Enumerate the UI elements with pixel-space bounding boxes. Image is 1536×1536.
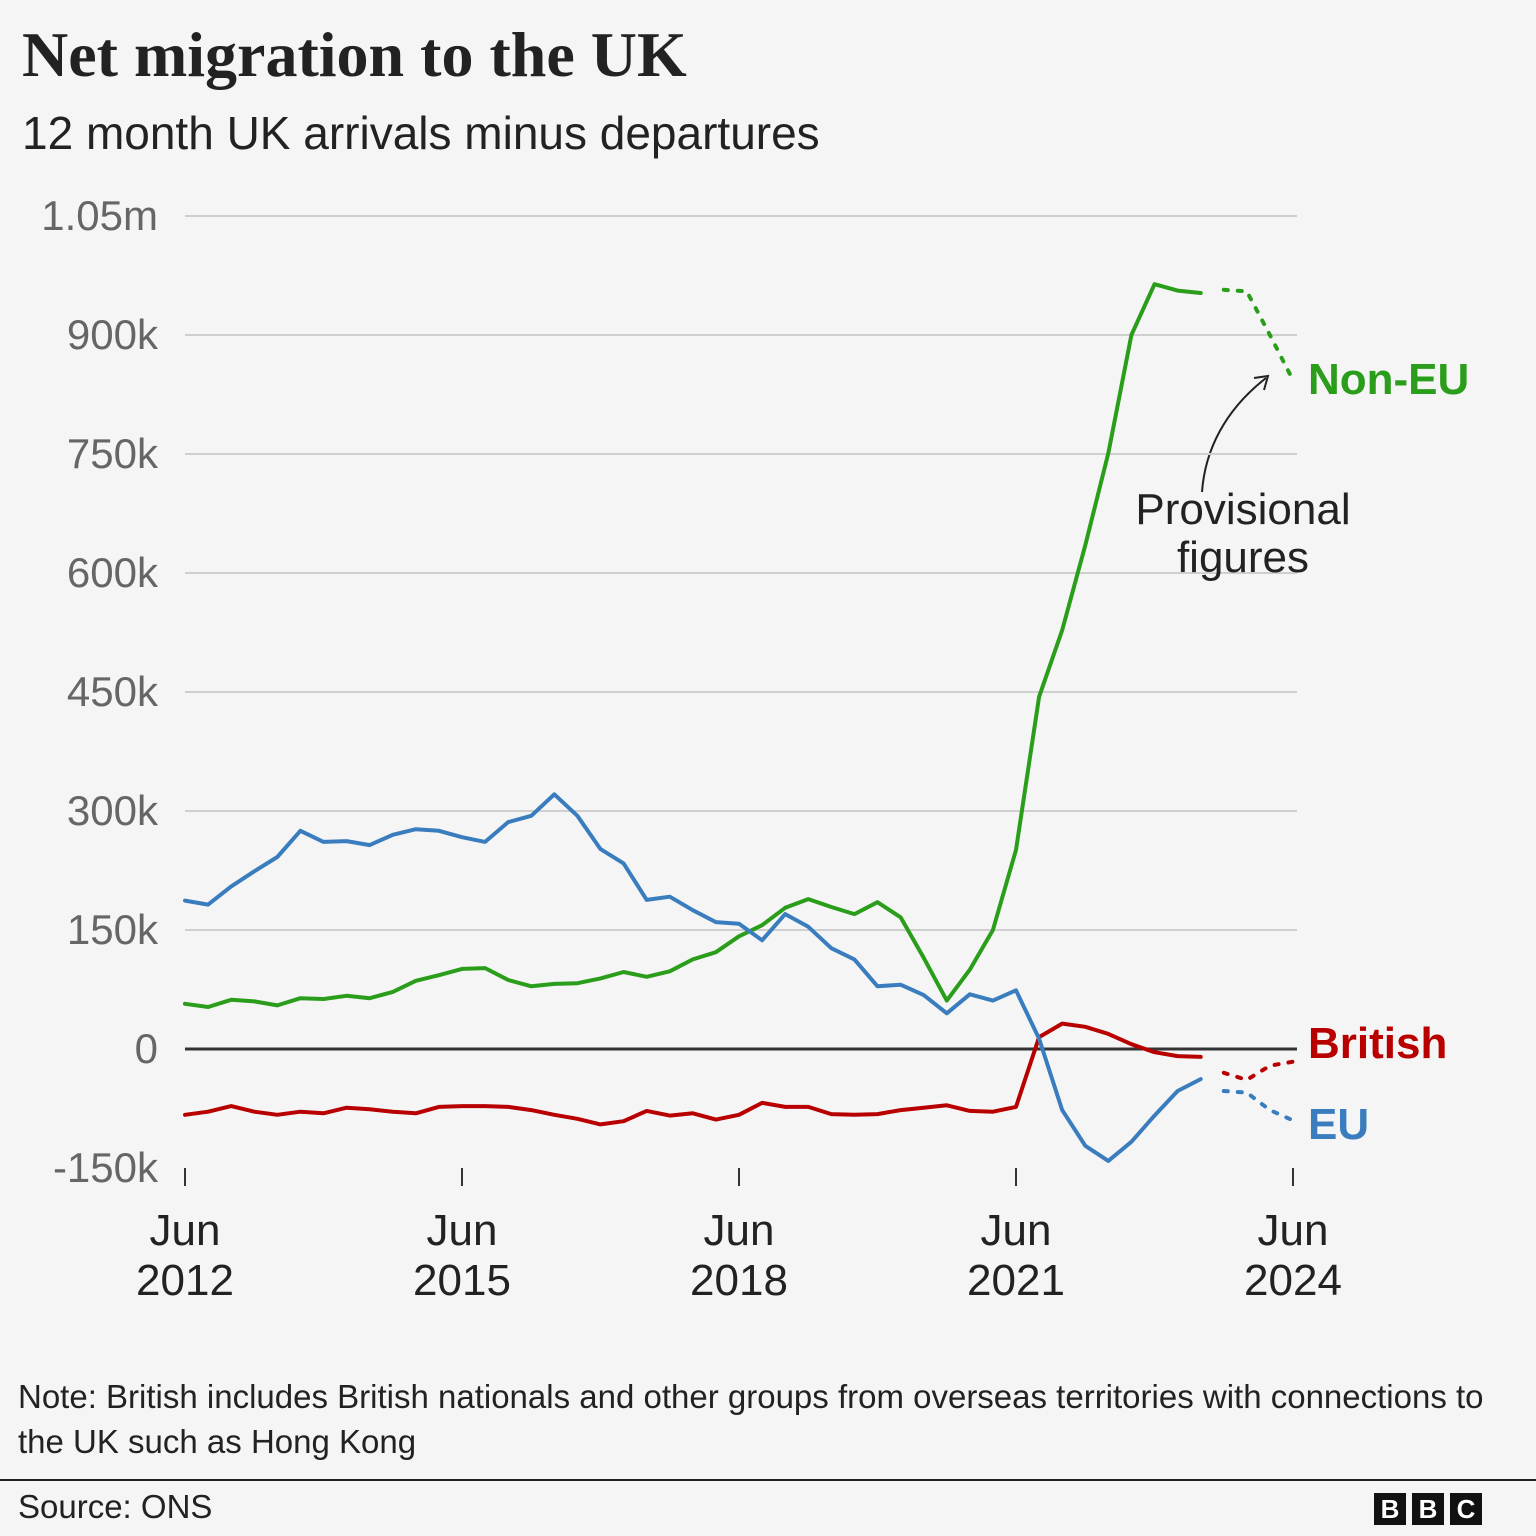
y-tick-label: 0 (134, 1025, 158, 1072)
y-tick-label: 300k (66, 787, 158, 834)
series-label: EU (1308, 1100, 1370, 1150)
y-tick-label: 450k (66, 668, 158, 715)
series-label: British (1308, 1018, 1448, 1068)
series-line (183, 792, 1203, 1163)
series-line (183, 282, 1203, 1009)
y-tick-label: -150k (52, 1144, 158, 1191)
provisional-line (1221, 287, 1295, 383)
y-tick-label: 150k (66, 906, 158, 953)
x-tick-label: Jun 2021 (967, 1206, 1065, 1305)
annotation-arrow (1201, 377, 1267, 493)
logo-letter: B (1412, 1493, 1444, 1525)
chart-title: Net migration to the UK (22, 19, 687, 90)
logo-letter: C (1450, 1493, 1482, 1525)
y-tick-label: 1.05m (41, 192, 158, 239)
y-tick-label: 750k (66, 430, 158, 477)
y-tick-label: 900k (66, 311, 158, 358)
series-label: Non-EU (1308, 355, 1470, 405)
arrow-head (1253, 374, 1270, 391)
chart-subtitle: 12 month UK arrivals minus departures (22, 107, 820, 159)
x-tick-label: Jun 2018 (690, 1206, 788, 1305)
x-tick-label: Jun 2012 (136, 1206, 234, 1305)
y-tick-label: 600k (66, 549, 158, 596)
logo-letter: B (1374, 1493, 1406, 1525)
source: Source: ONS (18, 1488, 213, 1525)
x-tick-label: Jun 2024 (1244, 1206, 1342, 1305)
x-tick-label: Jun 2015 (413, 1206, 511, 1305)
provisional-line (1221, 1059, 1295, 1082)
annotation: Provisional figures (1135, 485, 1351, 582)
series-line (183, 1021, 1203, 1127)
note: Note: British includes British nationals… (18, 1378, 1484, 1460)
provisional-line (1221, 1089, 1295, 1123)
